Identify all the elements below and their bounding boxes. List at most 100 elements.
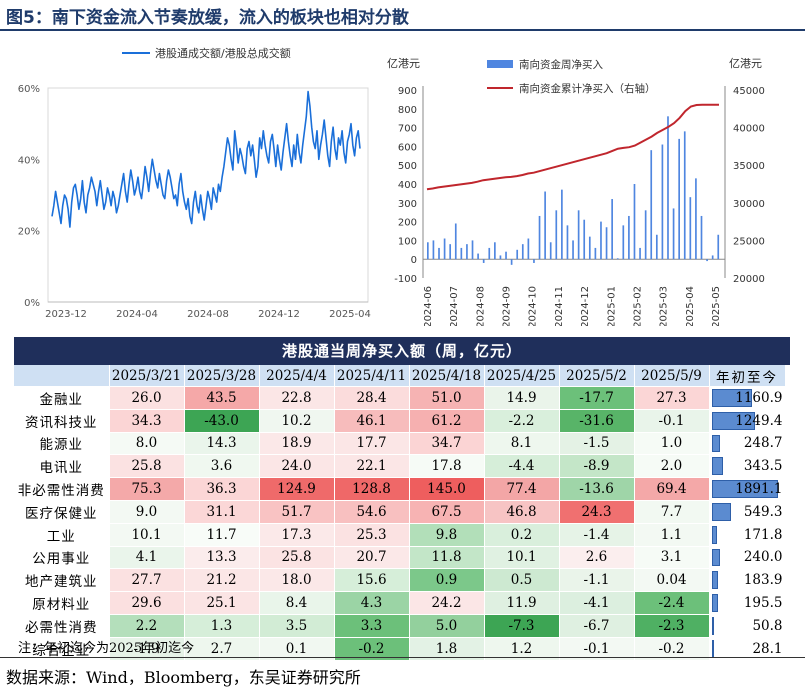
table-cell: 14.3	[184, 431, 260, 455]
table-cell: 10.1	[484, 545, 560, 569]
column-header: 2025/3/21	[109, 365, 185, 387]
weekly-net-buy-bar	[471, 240, 474, 260]
table-cell: 0.1	[259, 636, 335, 660]
series-line-turnover-ratio	[51, 90, 361, 228]
table-cell: 145.0	[409, 477, 485, 501]
ytd-bar	[711, 639, 714, 658]
weekly-net-buy-bar	[561, 189, 563, 260]
table-cell: 5.0	[409, 613, 485, 638]
weekly-net-buy-bar	[689, 197, 692, 260]
weekly-net-buy-bar	[622, 225, 625, 260]
weekly-net-buy-bar	[454, 223, 457, 260]
table-row: 非必需性消费 75.3 36.3 124.9 128.8 145.0 77.4 -13.6 69…	[14, 477, 786, 501]
table-row: 能源业 8.0 14.3 18.9 17.7 34.7 8.1 -1.5 1.0 248.7	[14, 431, 786, 455]
weekly-net-buy-bar	[432, 240, 435, 260]
ytd-value: 1160.9	[735, 389, 783, 406]
table-cell: -7.3	[484, 613, 560, 638]
weekly-net-buy-table: 2025/3/21 2025/3/28 2025/4/4 2025/4/11 2025/…	[14, 365, 786, 660]
table-cell: 75.3	[109, 477, 185, 501]
weekly-net-buy-bar	[594, 247, 597, 260]
table-cell: -43.0	[184, 408, 260, 433]
y-left-tick-label: 0	[411, 255, 417, 266]
table-cell: 10.1	[109, 522, 185, 547]
row-label: 原材料业	[14, 591, 110, 615]
weekly-net-buy-bar	[466, 244, 468, 260]
ytd-value: 195.5	[743, 595, 783, 612]
weekly-net-buy-bar	[672, 208, 675, 260]
figure-title: 图5：南下资金流入节奏放缓，流入的板块也相对分散	[6, 8, 409, 28]
weekly-net-buy-bar	[661, 144, 664, 260]
table-cell: 51.7	[259, 499, 335, 524]
column-header: 2025/4/18	[409, 365, 485, 387]
table-cell: 36.3	[184, 477, 260, 501]
weekly-net-buy-bar	[628, 215, 630, 260]
title-rule	[0, 29, 805, 31]
row-label: 地产建筑业	[14, 568, 110, 592]
column-header: 2025/4/25	[484, 365, 560, 387]
column-header: 年初至今	[709, 365, 786, 387]
y-right-tick-label: 20000	[733, 274, 765, 285]
y-left-tick-label: 700	[398, 124, 417, 135]
table-cell: 8.4	[259, 591, 335, 615]
ytd-cell: 1160.9	[709, 386, 786, 410]
table-cell: 24.0	[259, 454, 335, 478]
table-cell: 11.9	[484, 591, 560, 615]
table-cell: 11.8	[409, 545, 485, 569]
table-cell: -1.9	[109, 636, 185, 660]
table-cell: 27.3	[634, 386, 710, 410]
table-cell: 17.8	[409, 454, 485, 478]
x-tick-label: 2024-09	[502, 286, 513, 326]
x-tick-label: 2024-12	[580, 286, 591, 326]
table-cell: -6.7	[559, 613, 635, 638]
weekly-net-buy-bar	[588, 236, 591, 260]
x-tick-label: 2024-04	[116, 309, 158, 320]
table-cell: 28.4	[334, 386, 410, 410]
weekly-net-buy-bar	[644, 210, 647, 260]
ytd-bar	[711, 502, 731, 521]
y-left-tick-label: 600	[398, 142, 417, 153]
weekly-net-buy-bar	[443, 238, 446, 260]
weekly-net-buy-bar	[555, 210, 558, 260]
table-cell: 46.1	[334, 408, 410, 433]
column-header: 2025/4/4	[259, 365, 335, 387]
table-cell: -4.1	[559, 591, 635, 615]
column-header: 2025/4/11	[334, 365, 410, 387]
table-title: 港股通当周净买入额（周，亿元）	[14, 337, 790, 365]
weekly-net-buy-bar	[711, 255, 714, 260]
table-cell: 67.5	[409, 499, 485, 524]
y-left-tick-label: 200	[398, 218, 417, 229]
weekly-net-buy-bar	[438, 247, 440, 260]
table-cell: 13.3	[184, 545, 260, 569]
weekly-net-buy-bar	[427, 242, 429, 260]
table-cell: 20.7	[334, 545, 410, 569]
table-cell: 3.3	[334, 613, 410, 638]
x-tick-label: 2025-02	[632, 286, 643, 326]
right-axis-unit: 亿港元	[729, 57, 762, 70]
table-cell: 3.6	[184, 454, 260, 478]
table-cell: -1.5	[559, 431, 635, 455]
table-cell: -4.4	[484, 454, 560, 478]
row-label: 能源业	[14, 431, 110, 455]
turnover-ratio-line-chart: 港股通成交额/港股总成交额 0% 20% 40% 60% 2023-12 2024-04 20…	[18, 46, 371, 320]
left-axis-unit: 亿港元	[387, 57, 420, 70]
table-cell: 31.1	[184, 499, 260, 524]
weekly-net-buy-bar	[633, 184, 636, 260]
table-cell: 9.0	[109, 499, 185, 524]
column-header: 2025/5/2	[559, 365, 635, 387]
weekly-net-buy-bar	[527, 238, 530, 260]
table-cell: 8.0	[109, 431, 185, 455]
table-cell: 10.2	[259, 408, 335, 433]
table-cell: 2.7	[184, 636, 260, 660]
weekly-net-buy-bar	[605, 227, 608, 260]
table-cell: 2.6	[559, 545, 635, 569]
table-cell: 15.6	[334, 568, 410, 592]
ytd-bar	[711, 548, 720, 567]
table-cell: 25.1	[184, 591, 260, 615]
weekly-net-buy-bar	[516, 249, 519, 260]
row-label: 医疗保健业	[14, 499, 110, 524]
ytd-bar	[711, 571, 718, 590]
y-right-tick-label: 25000	[733, 236, 765, 247]
ytd-bar	[711, 480, 778, 498]
ytd-value: 50.8	[752, 617, 783, 634]
weekly-net-buy-bar	[639, 247, 641, 260]
